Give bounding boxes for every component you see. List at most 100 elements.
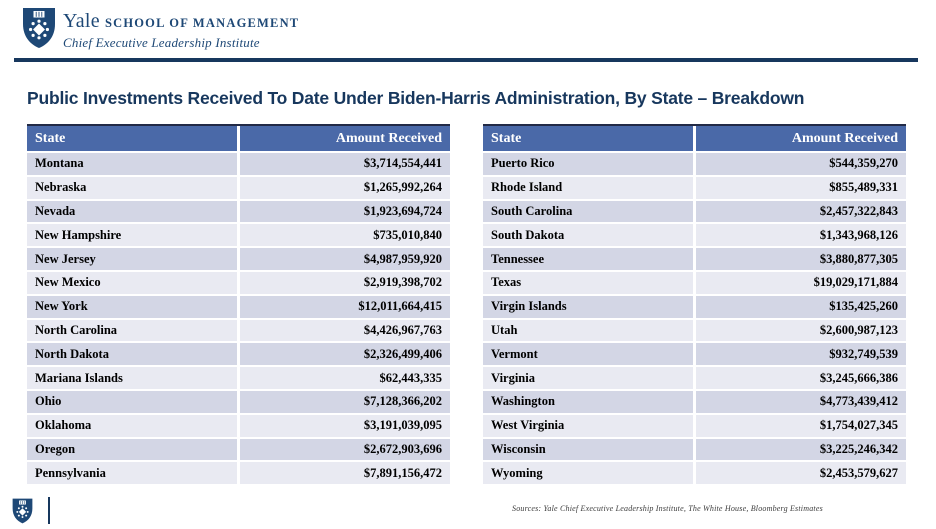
table-row: North Dakota $2,326,499,406 — [27, 343, 450, 368]
table-row: Virginia $3,245,666,386 — [483, 367, 906, 391]
table-row: New York $12,011,664,415 — [27, 295, 450, 320]
page-title: Public Investments Received To Date Unde… — [27, 88, 805, 108]
yale-shield-logo-icon — [22, 7, 56, 54]
amount-cell: $7,891,156,472 — [237, 462, 450, 487]
amount-cell: $4,773,439,412 — [693, 390, 906, 415]
state-cell: Virgin Islands — [483, 295, 694, 320]
column-header-state: State — [483, 126, 694, 153]
state-cell: Ohio — [27, 390, 238, 415]
table-row: Wisconsin $3,225,246,342 — [483, 438, 906, 463]
amount-cell: $2,457,322,843 — [693, 200, 906, 225]
table-row: South Carolina $2,457,322,843 — [483, 200, 906, 225]
column-header-amount: Amount Received — [237, 126, 450, 153]
table-row: Oklahoma $3,191,039,095 — [27, 414, 450, 439]
table-row: Puerto Rico $544,359,270 — [483, 153, 906, 177]
state-cell: Oregon — [27, 438, 238, 463]
state-cell: Tennessee — [483, 248, 694, 272]
state-cell: Nebraska — [27, 176, 238, 201]
table-row: Washington $4,773,439,412 — [483, 390, 906, 415]
amount-cell: $4,987,959,920 — [237, 248, 450, 272]
state-cell: Vermont — [483, 343, 694, 368]
amount-cell: $855,489,331 — [693, 176, 906, 201]
state-cell: Texas — [483, 271, 694, 296]
state-cell: Oklahoma — [27, 414, 238, 439]
state-cell: Washington — [483, 390, 694, 415]
amount-cell: $2,326,499,406 — [237, 343, 450, 368]
footer-divider — [48, 497, 50, 524]
table-row: Texas $19,029,171,884 — [483, 271, 906, 296]
amount-cell: $2,453,579,627 — [693, 462, 906, 487]
brand-text-block: Yale School of Management Chief Executive… — [63, 10, 299, 51]
amount-cell: $3,225,246,342 — [693, 438, 906, 463]
state-cell: Virginia — [483, 367, 694, 391]
table-header-row: State Amount Received — [483, 126, 906, 153]
amount-cell: $12,011,664,415 — [237, 295, 450, 320]
state-cell: Nevada — [27, 200, 238, 225]
table-row: New Mexico $2,919,398,702 — [27, 271, 450, 296]
table-row: New Hampshire $735,010,840 — [27, 224, 450, 249]
table-row: West Virginia $1,754,027,345 — [483, 414, 906, 439]
state-cell: South Dakota — [483, 224, 694, 249]
amount-cell: $3,245,666,386 — [693, 367, 906, 391]
state-cell: South Carolina — [483, 200, 694, 225]
state-cell: North Dakota — [27, 343, 238, 368]
table-row: Vermont $932,749,539 — [483, 343, 906, 368]
amount-cell: $19,029,171,884 — [693, 271, 906, 296]
table-row: Nevada $1,923,694,724 — [27, 200, 450, 225]
brand-wordmark: Yale School of Management — [63, 10, 299, 33]
state-cell: New Hampshire — [27, 224, 238, 249]
brand-name: Yale — [63, 10, 100, 32]
amount-cell: $932,749,539 — [693, 343, 906, 368]
table-row: Rhode Island $855,489,331 — [483, 176, 906, 201]
amount-cell: $1,754,027,345 — [693, 414, 906, 439]
amount-cell: $3,191,039,095 — [237, 414, 450, 439]
amount-cell: $3,714,554,441 — [237, 153, 450, 177]
table-row: North Carolina $4,426,967,763 — [27, 319, 450, 344]
state-cell: Montana — [27, 153, 238, 177]
table-row: Nebraska $1,265,992,264 — [27, 176, 450, 201]
table-row: Mariana Islands $62,443,335 — [27, 367, 450, 391]
brand-suffix: School of Management — [104, 16, 300, 30]
table-header-row: State Amount Received — [27, 126, 450, 153]
state-cell: Wisconsin — [483, 438, 694, 463]
state-cell: Mariana Islands — [27, 367, 238, 391]
amount-cell: $544,359,270 — [693, 153, 906, 177]
state-cell: New Jersey — [27, 248, 238, 272]
table-row: Oregon $2,672,903,696 — [27, 438, 450, 463]
header-divider-rule — [14, 58, 918, 62]
amount-cell: $1,343,968,126 — [693, 224, 906, 249]
state-cell: Rhode Island — [483, 176, 694, 201]
column-header-state: State — [27, 126, 238, 153]
state-cell: New York — [27, 295, 238, 320]
amount-cell: $2,919,398,702 — [237, 271, 450, 296]
table-row: South Dakota $1,343,968,126 — [483, 224, 906, 249]
amount-cell: $2,600,987,123 — [693, 319, 906, 344]
state-cell: North Carolina — [27, 319, 238, 344]
table-row: Wyoming $2,453,579,627 — [483, 462, 906, 487]
brand-header: Yale School of Management Chief Executive… — [0, 0, 936, 58]
table-row: Montana $3,714,554,441 — [27, 153, 450, 177]
state-cell: West Virginia — [483, 414, 694, 439]
yale-shield-footer-icon — [12, 498, 33, 529]
table-row: Utah $2,600,987,123 — [483, 319, 906, 344]
table-row: Tennessee $3,880,877,305 — [483, 248, 906, 272]
amount-cell: $135,425,260 — [693, 295, 906, 320]
amount-cell: $3,880,877,305 — [693, 248, 906, 272]
amount-cell: $62,443,335 — [237, 367, 450, 391]
state-cell: Wyoming — [483, 462, 694, 487]
state-cell: Puerto Rico — [483, 153, 694, 177]
sources-note: Sources: Yale Chief Executive Leadership… — [512, 504, 823, 513]
state-cell: New Mexico — [27, 271, 238, 296]
amount-cell: $7,128,366,202 — [237, 390, 450, 415]
state-investments-table-right: State Amount Received Puerto Rico $544,35… — [483, 124, 906, 487]
amount-cell: $4,426,967,763 — [237, 319, 450, 344]
amount-cell: $2,672,903,696 — [237, 438, 450, 463]
brand-subtitle: Chief Executive Leadership Institute — [63, 35, 260, 50]
table-row: Pennsylvania $7,891,156,472 — [27, 462, 450, 487]
state-cell: Utah — [483, 319, 694, 344]
state-investments-table-left: State Amount Received Montana $3,714,554,… — [27, 124, 450, 487]
amount-cell: $735,010,840 — [237, 224, 450, 249]
column-header-amount: Amount Received — [693, 126, 906, 153]
table-row: Virgin Islands $135,425,260 — [483, 295, 906, 320]
state-cell: Pennsylvania — [27, 462, 238, 487]
